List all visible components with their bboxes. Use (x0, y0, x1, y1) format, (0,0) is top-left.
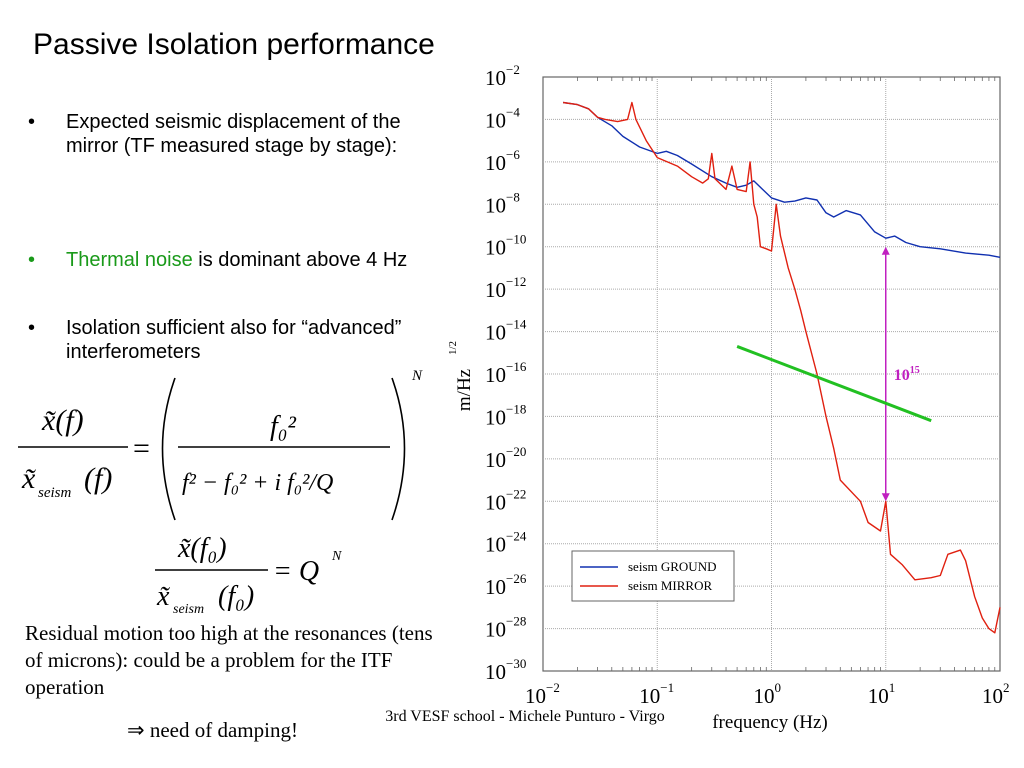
legend-box (571, 550, 735, 602)
y-tick-label: 10−22 (485, 486, 526, 514)
resonance-gain-formula: x̃(f₀) x̃ seism (f₀) = Q N (155, 533, 342, 615)
y-tick-label: 10−6 (485, 147, 520, 175)
x-tick-label: 10−2 (525, 680, 560, 708)
x-tick-label: 10−1 (639, 680, 674, 708)
y-tick-label: 10−18 (485, 401, 526, 429)
slide-title: Passive Isolation performance (33, 28, 435, 61)
y-tick-label: 10−14 (485, 317, 527, 345)
legend-label: seism MIRROR (628, 578, 712, 593)
formula-lhs-denominator-x: x̃ (21, 462, 36, 495)
bullet-text: Isolation sufficient also for “advanced”… (66, 317, 402, 363)
formula-equals: = (133, 432, 150, 465)
bullet-text: Expected seismic displacement of the mir… (66, 111, 401, 157)
y-tick-label: 10−2 (485, 62, 520, 90)
arrow-head-down (881, 493, 890, 502)
series-line-seism-mirror (562, 101, 1001, 634)
formula-rhs-denominator: f² − f₀² + i f₀²/Q (182, 470, 333, 496)
highlight-thermal-noise: Thermal noise (66, 249, 193, 271)
formula2-denominator-arg: (f₀) (218, 581, 254, 612)
arrow-head-up (881, 246, 890, 255)
slide-footer: 3rd VESF school - Michele Punturo - Virg… (385, 708, 665, 725)
x-axis-label: frequency (Hz) (712, 712, 828, 733)
y-tick-label: 10−10 (485, 232, 526, 260)
y-tick-label: 10−16 (485, 359, 527, 387)
y-tick-labels: 10−2 10−4 10−6 10−8 10−10 10−12 10−14 10−16 10−1… (485, 62, 527, 684)
y-tick-label: 10−4 (485, 104, 520, 132)
chart-series (562, 101, 1001, 634)
residual-motion-text: Residual motion too high at the resonanc… (25, 621, 433, 699)
bullet-text: is dominant above 4 Hz (192, 249, 408, 271)
y-axis-label: m/Hz (454, 369, 475, 411)
formula-rhs-numerator: f₀² (270, 411, 297, 442)
formula-exponent-n: N (411, 368, 423, 384)
damping-note: ⇒ need of damping! (127, 718, 298, 742)
y-axis-label-exponent: 1/2 (447, 341, 459, 355)
formula2-denominator-sub: seism (173, 602, 204, 615)
y-tick-label: 10−20 (485, 444, 526, 472)
series-line-seism-ground (562, 101, 1001, 258)
x-tick-label: 101 (868, 680, 896, 708)
transfer-function-formula: x̃(f) x̃ seism (f) = N f₀² f² − f₀² + i … (18, 368, 423, 521)
thermal-noise-line (736, 345, 932, 423)
formula2-exponent: N (331, 549, 342, 564)
formula2-denominator-x: x̃ (156, 581, 171, 612)
y-tick-label: 10−8 (485, 189, 520, 217)
formula2-rhs: = Q (273, 556, 319, 587)
y-tick-label: 10−12 (485, 274, 526, 302)
bullet-icon: • (28, 111, 36, 133)
chart-legend: seism GROUND seism MIRROR (571, 550, 735, 602)
seismic-displacement-chart: 10−2 10−4 10−6 10−8 10−10 10−12 10−14 10−16 10−1… (447, 62, 1010, 733)
formula2-numerator: x̃(f₀) (177, 533, 227, 564)
x-tick-labels: 10−2 10−1 100 101 102 (525, 680, 1010, 708)
formula-lhs-denominator-arg: (f) (84, 462, 112, 495)
bullet-icon: • (28, 317, 36, 339)
y-tick-label: 10−26 (485, 571, 527, 599)
formula-lhs-numerator: x̃(f) (41, 404, 84, 437)
x-tick-label: 100 (754, 680, 782, 708)
y-tick-label: 10−24 (485, 529, 527, 557)
bullet-icon: • (28, 249, 36, 271)
y-tick-label: 10−30 (485, 656, 526, 684)
legend-label: seism GROUND (628, 559, 716, 574)
formula-lhs-denominator-sub: seism (38, 485, 72, 501)
x-tick-label: 102 (982, 680, 1010, 708)
y-tick-label: 10−28 (485, 614, 526, 642)
